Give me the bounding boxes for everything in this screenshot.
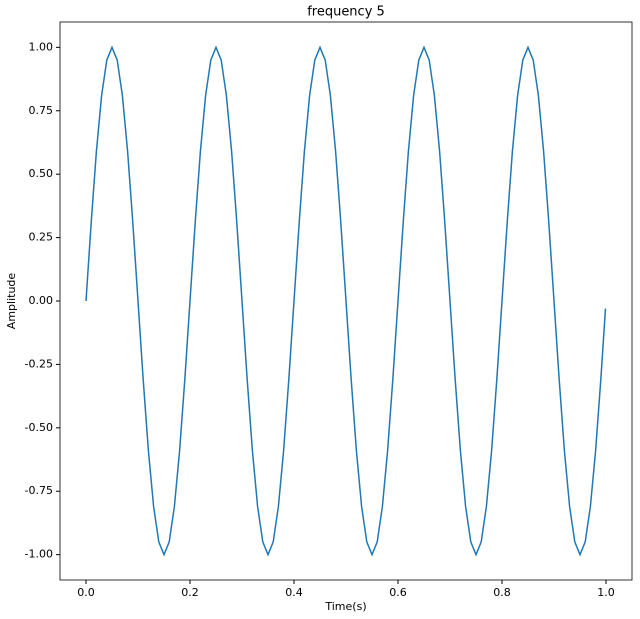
y-tick-label: -0.25 bbox=[25, 357, 53, 370]
y-tick-label: 0.00 bbox=[29, 294, 54, 307]
y-tick-label: -1.00 bbox=[25, 548, 53, 561]
chart-title: frequency 5 bbox=[307, 5, 385, 20]
x-tick-label: 0.8 bbox=[493, 586, 511, 599]
line-series bbox=[85, 45, 607, 557]
x-axis-label: Time(s) bbox=[324, 600, 366, 613]
y-tick-label: 0.25 bbox=[29, 231, 54, 244]
x-tick-label: 0.2 bbox=[181, 586, 199, 599]
x-tick-label: 0.6 bbox=[389, 586, 407, 599]
x-tick-label: 0.4 bbox=[285, 586, 303, 599]
y-axis-label: Amplitude bbox=[5, 273, 18, 330]
y-tick-label: -0.50 bbox=[25, 421, 53, 434]
y-tick-label: 0.75 bbox=[29, 104, 54, 117]
x-tick-label: 0.0 bbox=[77, 586, 95, 599]
y-tick-label: 0.50 bbox=[29, 167, 54, 180]
x-tick-label: 1.0 bbox=[597, 586, 615, 599]
y-tick-label: -0.75 bbox=[25, 484, 53, 497]
y-tick-label: 1.00 bbox=[29, 40, 54, 53]
